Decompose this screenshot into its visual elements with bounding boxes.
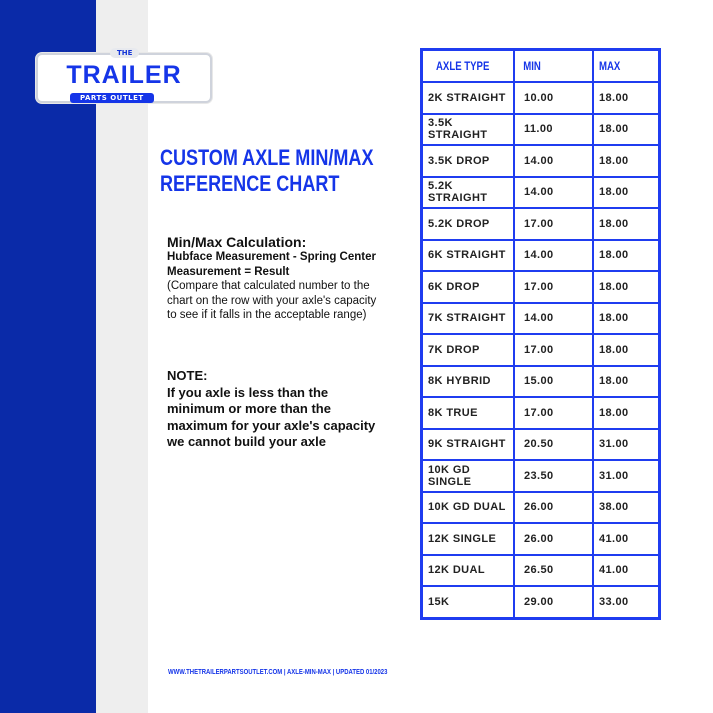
calc-formula: Hubface Measurement - Spring Center Meas… [167, 251, 376, 278]
min-cell: 17.00 [513, 396, 594, 430]
axle-table: AXLE TYPE MIN MAX 2K STRAIGHT 10.00 18.00 3… [420, 48, 661, 620]
axle-type-cell: 12K SINGLE [420, 522, 515, 556]
sidebar-stripe-gray [96, 0, 148, 713]
max-cell: 18.00 [592, 270, 661, 304]
header-label: MIN [523, 59, 541, 73]
max-cell: 31.00 [592, 427, 661, 461]
min-cell: 20.50 [513, 427, 594, 461]
axle-type-cell: 7K STRAIGHT [420, 301, 515, 335]
table-row: 3.5K STRAIGHT 11.00 18.00 [420, 112, 661, 146]
header-axle-type: AXLE TYPE [420, 48, 515, 83]
min-cell: 17.00 [513, 270, 594, 304]
table-row: 9K STRAIGHT 20.50 31.00 [420, 427, 661, 461]
max-cell: 18.00 [592, 333, 661, 367]
title-line: CUSTOM AXLE MIN/MAX [160, 145, 374, 170]
max-cell: 18.00 [592, 207, 661, 241]
min-cell: 17.00 [513, 207, 594, 241]
page-title: CUSTOM AXLE MIN/MAX REFERENCE CHART [160, 145, 373, 197]
axle-type-cell: 9K STRAIGHT [420, 427, 515, 461]
table-row: 12K DUAL 26.50 41.00 [420, 553, 661, 587]
table-row: 10K GD SINGLE 23.50 31.00 [420, 459, 661, 493]
logo-the: THE [110, 48, 140, 58]
max-cell: 41.00 [592, 553, 661, 587]
axle-type-cell: 7K DROP [420, 333, 515, 367]
axle-type-cell: 6K DROP [420, 270, 515, 304]
header-label: AXLE TYPE [436, 59, 490, 73]
logo-name: TRAILER [66, 61, 182, 89]
sidebar-stripe [0, 0, 96, 713]
axle-type-cell: 3.5K DROP [420, 144, 515, 178]
min-cell: 26.50 [513, 553, 594, 587]
min-cell: 17.00 [513, 333, 594, 367]
axle-type-cell: 2K STRAIGHT [420, 81, 515, 115]
max-cell: 18.00 [592, 396, 661, 430]
min-cell: 14.00 [513, 238, 594, 272]
max-cell: 18.00 [592, 144, 661, 178]
table-row: 12K SINGLE 26.00 41.00 [420, 522, 661, 556]
table-row: 6K DROP 17.00 18.00 [420, 270, 661, 304]
axle-type-cell: 5.2K STRAIGHT [420, 175, 515, 209]
table-row: 5.2K DROP 17.00 18.00 [420, 207, 661, 241]
table-row: 6K STRAIGHT 14.00 18.00 [420, 238, 661, 272]
axle-type-cell: 10K GD DUAL [420, 490, 515, 524]
max-cell: 18.00 [592, 175, 661, 209]
min-cell: 23.50 [513, 459, 594, 493]
min-cell: 26.00 [513, 490, 594, 524]
header-min: MIN [513, 48, 594, 83]
table-row: 7K STRAIGHT 14.00 18.00 [420, 301, 661, 335]
title-line: REFERENCE CHART [160, 171, 340, 196]
min-cell: 14.00 [513, 175, 594, 209]
calculation-section: Min/Max Calculation: Hubface Measurement… [167, 234, 387, 323]
table-row: 10K GD DUAL 26.00 38.00 [420, 490, 661, 524]
axle-type-cell: 6K STRAIGHT [420, 238, 515, 272]
max-cell: 18.00 [592, 301, 661, 335]
axle-type-cell: 5.2K DROP [420, 207, 515, 241]
min-cell: 10.00 [513, 81, 594, 115]
logo-sub: PARTS OUTLET [70, 93, 154, 103]
max-cell: 41.00 [592, 522, 661, 556]
note-heading: NOTE: [167, 368, 208, 383]
table-row: 8K HYBRID 15.00 18.00 [420, 364, 661, 398]
axle-type-cell: 15K [420, 585, 515, 619]
min-cell: 11.00 [513, 112, 594, 146]
table-row: 8K TRUE 17.00 18.00 [420, 396, 661, 430]
max-cell: 18.00 [592, 112, 661, 146]
axle-type-cell: 3.5K STRAIGHT [420, 112, 515, 146]
min-cell: 14.00 [513, 144, 594, 178]
axle-type-cell: 10K GD SINGLE [420, 459, 515, 493]
header-label: MAX [599, 59, 621, 73]
max-cell: 18.00 [592, 238, 661, 272]
calc-explanation: (Compare that calculated number to the c… [167, 280, 377, 321]
note-section: NOTE: If you axle is less than the minim… [167, 368, 387, 451]
header-max: MAX [592, 48, 661, 83]
axle-type-cell: 8K TRUE [420, 396, 515, 430]
min-cell: 14.00 [513, 301, 594, 335]
max-cell: 18.00 [592, 364, 661, 398]
max-cell: 38.00 [592, 490, 661, 524]
axle-type-cell: 8K HYBRID [420, 364, 515, 398]
table-row: 7K DROP 17.00 18.00 [420, 333, 661, 367]
min-cell: 15.00 [513, 364, 594, 398]
table-row: 15K 29.00 33.00 [420, 585, 661, 619]
table-row: 5.2K STRAIGHT 14.00 18.00 [420, 175, 661, 209]
table-row: 2K STRAIGHT 10.00 18.00 [420, 81, 661, 115]
min-cell: 29.00 [513, 585, 594, 619]
max-cell: 31.00 [592, 459, 661, 493]
max-cell: 18.00 [592, 81, 661, 115]
max-cell: 33.00 [592, 585, 661, 619]
footer: WWW.THETRAILERPARTSOUTLET.COM | AXLE-MIN… [168, 669, 388, 676]
note-text: If you axle is less than the minimum or … [167, 384, 376, 450]
min-cell: 26.00 [513, 522, 594, 556]
logo: THE TRAILER PARTS OUTLET [36, 48, 212, 103]
table-row: 3.5K DROP 14.00 18.00 [420, 144, 661, 178]
calc-heading: Min/Max Calculation: [167, 234, 307, 250]
axle-type-cell: 12K DUAL [420, 553, 515, 587]
